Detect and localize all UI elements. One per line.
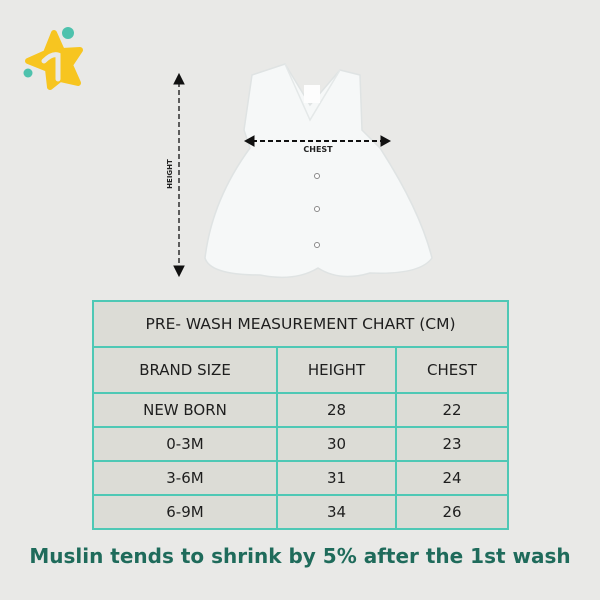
table-row: NEW BORN 28 22 — [92, 392, 509, 428]
cell-chest: 22 — [395, 392, 509, 428]
cell-height: 31 — [276, 460, 397, 496]
table-row: 3-6M 31 24 — [92, 460, 509, 496]
cell-height: 28 — [276, 392, 397, 428]
cell-chest: 24 — [395, 460, 509, 496]
cell-height: 30 — [276, 426, 397, 462]
cell-size: 3-6M — [92, 460, 278, 496]
shrink-note: Muslin tends to shrink by 5% after the 1… — [29, 544, 571, 568]
cell-size: NEW BORN — [92, 392, 278, 428]
height-label: HEIGHT — [166, 159, 174, 189]
cell-size: 6-9M — [92, 494, 278, 530]
cell-chest: 23 — [395, 426, 509, 462]
brand-logo-icon — [23, 27, 83, 90]
table-title: PRE- WASH MEASUREMENT CHART (CM) — [92, 300, 509, 348]
cell-height: 34 — [276, 494, 397, 530]
table-header: BRAND SIZE HEIGHT CHEST — [92, 346, 509, 394]
chest-label: CHEST — [303, 145, 333, 154]
dress-diagram — [173, 63, 433, 279]
cell-size: 0-3M — [92, 426, 278, 462]
cell-chest: 26 — [395, 494, 509, 530]
height-arrow — [173, 72, 185, 278]
table-row: 6-9M 34 26 — [92, 494, 509, 530]
header-brand-size: BRAND SIZE — [92, 346, 278, 394]
chest-arrow — [243, 135, 392, 147]
dress-image — [204, 63, 433, 279]
header-chest: CHEST — [395, 346, 509, 394]
measurement-table: PRE- WASH MEASUREMENT CHART (CM) BRAND S… — [92, 300, 509, 530]
table-row: 0-3M 30 23 — [92, 426, 509, 462]
header-height: HEIGHT — [276, 346, 397, 394]
